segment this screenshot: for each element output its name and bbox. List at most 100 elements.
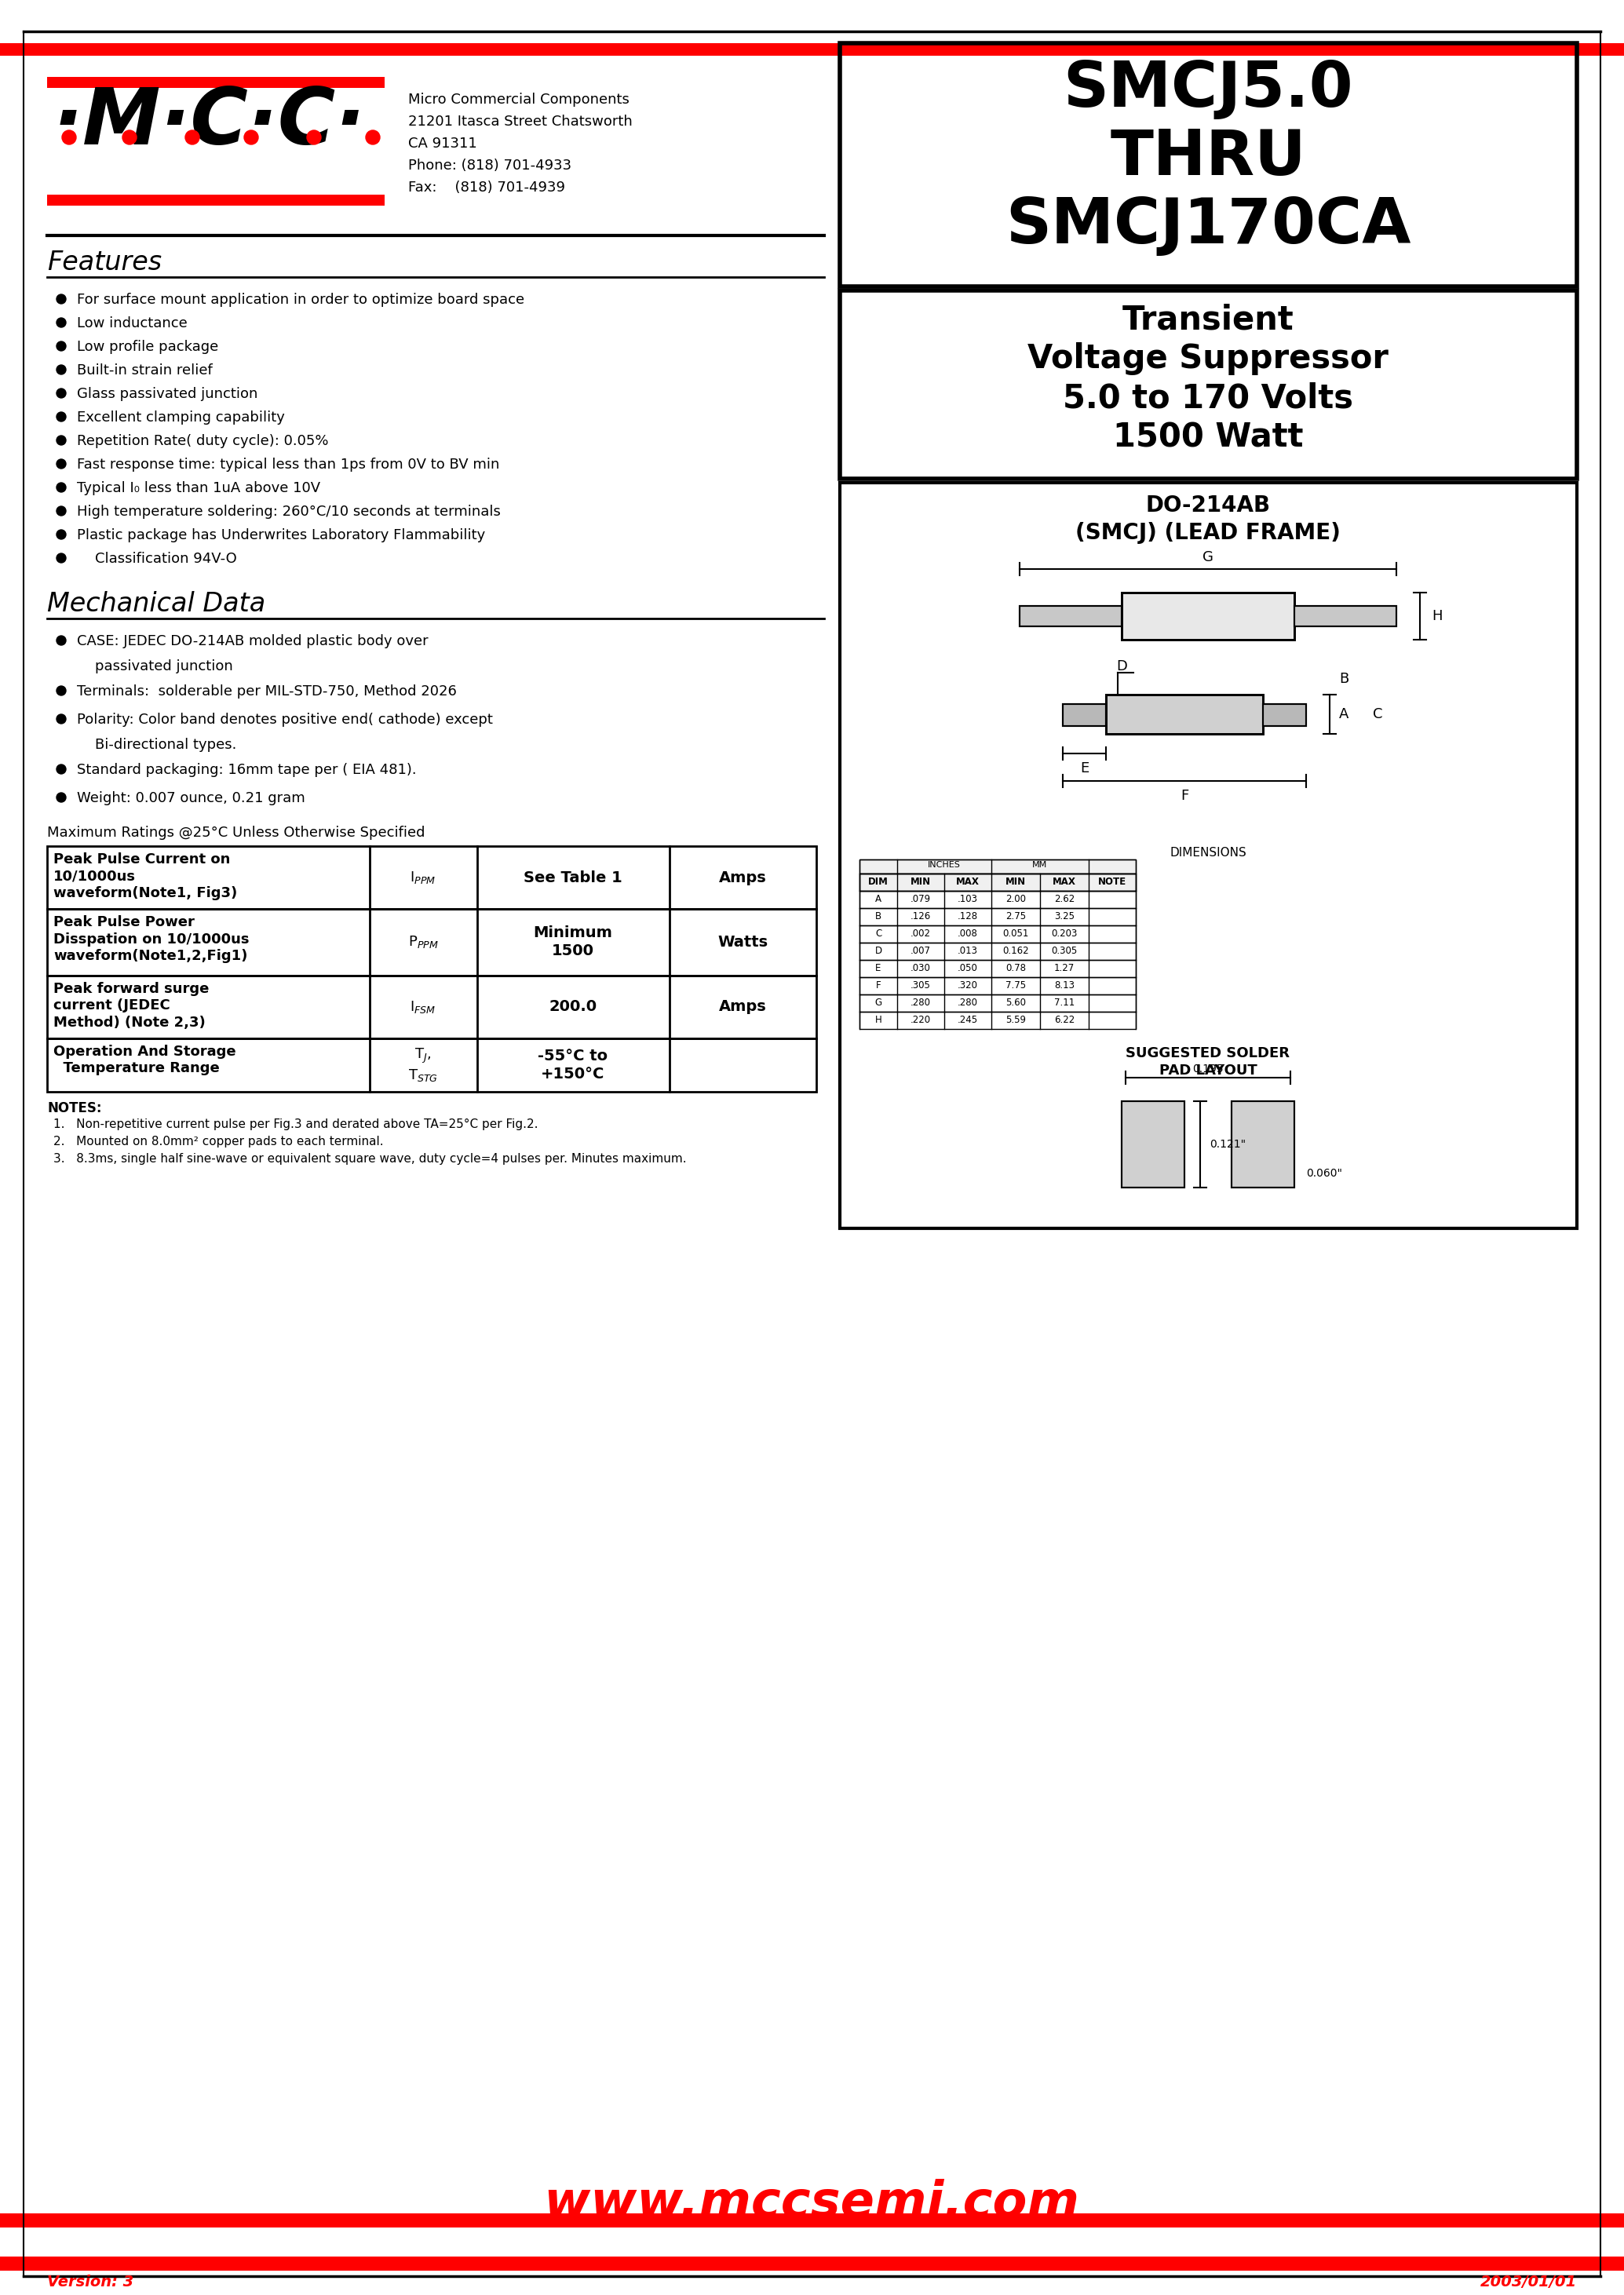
Bar	[47, 909, 817, 975]
Bar	[859, 1012, 1135, 1028]
Text: NOTE: NOTE	[1098, 877, 1127, 886]
Text: 6.22: 6.22	[1054, 1014, 1075, 1026]
Text: Weight: 0.007 ounce, 0.21 gram: Weight: 0.007 ounce, 0.21 gram	[76, 792, 305, 806]
Text: 2.62: 2.62	[1054, 895, 1075, 904]
Bar	[859, 909, 1135, 925]
Text: C: C	[875, 929, 882, 939]
Text: NOTES:: NOTES:	[47, 1102, 102, 1115]
Text: .030: .030	[911, 964, 931, 973]
Bar	[1122, 592, 1294, 640]
Text: Peak forward surge
current (JEDEC
Method) (Note 2,3): Peak forward surge current (JEDEC Method…	[54, 982, 209, 1030]
Bar	[859, 959, 1135, 978]
Text: Built-in strain relief: Built-in strain relief	[76, 363, 213, 379]
Bar	[1263, 705, 1306, 725]
Text: F: F	[875, 980, 880, 991]
Text: 0.195: 0.195	[1192, 1063, 1223, 1074]
Text: 3.25: 3.25	[1054, 911, 1075, 923]
Bar	[1106, 695, 1263, 734]
Circle shape	[244, 131, 258, 145]
Text: 7.11: 7.11	[1054, 998, 1075, 1008]
Bar	[859, 925, 1135, 943]
Text: Polarity: Color band denotes positive end( cathode) except: Polarity: Color band denotes positive en…	[76, 714, 492, 728]
Bar	[859, 858, 1135, 874]
Text: C: C	[1372, 707, 1382, 721]
Text: D: D	[875, 946, 882, 957]
Bar	[0, 2212, 1624, 2228]
Text: 0.162: 0.162	[1002, 946, 1030, 957]
Text: .079: .079	[911, 895, 931, 904]
Circle shape	[57, 388, 67, 397]
Circle shape	[57, 413, 67, 422]
Circle shape	[365, 131, 380, 145]
Text: INCHES: INCHES	[927, 861, 961, 870]
Text: Excellent clamping capability: Excellent clamping capability	[76, 411, 284, 425]
Text: 0.051: 0.051	[1002, 929, 1028, 939]
Text: I$_{PPM}$: I$_{PPM}$	[409, 870, 437, 886]
Text: Micro Commercial Components: Micro Commercial Components	[408, 92, 630, 108]
Text: Fast response time: typical less than 1ps from 0V to BV min: Fast response time: typical less than 1p…	[76, 457, 500, 473]
Bar	[1062, 705, 1106, 725]
Bar	[1020, 606, 1122, 627]
Bar	[1263, 705, 1306, 725]
Text: High temperature soldering: 260°C/10 seconds at terminals: High temperature soldering: 260°C/10 sec…	[76, 505, 500, 519]
Text: Typical I₀ less than 1uA above 10V: Typical I₀ less than 1uA above 10V	[76, 482, 320, 496]
Text: 1.   Non-repetitive current pulse per Fig.3 and derated above TA=25°C per Fig.2.: 1. Non-repetitive current pulse per Fig.…	[54, 1118, 538, 1129]
Bar	[859, 874, 1135, 890]
Text: CA 91311: CA 91311	[408, 138, 477, 151]
Text: MM: MM	[1033, 861, 1047, 870]
Bar	[840, 482, 1577, 1228]
Text: A: A	[1340, 707, 1350, 721]
Text: P$_{PPM}$: P$_{PPM}$	[408, 934, 438, 950]
Text: .013: .013	[958, 946, 978, 957]
Circle shape	[57, 294, 67, 303]
Text: 2.75: 2.75	[1005, 911, 1026, 923]
Text: E: E	[1080, 762, 1090, 776]
Text: Minimum
1500: Minimum 1500	[533, 925, 612, 959]
Bar	[859, 890, 1135, 909]
Bar	[1231, 1102, 1294, 1187]
Bar	[47, 1037, 817, 1092]
Circle shape	[57, 365, 67, 374]
Circle shape	[57, 636, 67, 645]
Text: 21201 Itasca Street Chatsworth: 21201 Itasca Street Chatsworth	[408, 115, 632, 129]
Bar	[47, 195, 385, 207]
Text: 0.060": 0.060"	[1306, 1168, 1341, 1180]
Text: -55°C to
+150°C: -55°C to +150°C	[538, 1049, 607, 1081]
Text: G: G	[1202, 551, 1213, 565]
Bar	[840, 44, 1577, 287]
Text: .126: .126	[911, 911, 931, 923]
Circle shape	[57, 553, 67, 562]
Circle shape	[57, 436, 67, 445]
Text: CASE: JEDEC DO-214AB molded plastic body over: CASE: JEDEC DO-214AB molded plastic body…	[76, 633, 429, 647]
Text: I$_{FSM}$: I$_{FSM}$	[409, 998, 437, 1014]
Circle shape	[122, 131, 136, 145]
Circle shape	[57, 714, 67, 723]
Text: www.mccsemi.com: www.mccsemi.com	[526, 2178, 1096, 2228]
Text: 2003/01/01: 2003/01/01	[1479, 2274, 1577, 2290]
Text: .220: .220	[911, 1014, 931, 1026]
Bar	[859, 874, 1135, 890]
Text: E: E	[875, 964, 882, 973]
Text: MIN: MIN	[1005, 877, 1026, 886]
Text: Phone: (818) 701-4933: Phone: (818) 701-4933	[408, 158, 572, 172]
Text: .008: .008	[958, 929, 978, 939]
Bar	[1020, 606, 1122, 627]
Text: .002: .002	[911, 929, 931, 939]
Text: Amps: Amps	[719, 870, 767, 886]
Circle shape	[57, 342, 67, 351]
Bar	[1122, 1102, 1184, 1187]
Text: See Table 1: See Table 1	[523, 870, 622, 886]
Text: passivated junction: passivated junction	[76, 659, 232, 672]
Bar	[1062, 705, 1106, 725]
Text: Glass passivated junction: Glass passivated junction	[76, 388, 258, 402]
Bar	[1106, 695, 1263, 734]
Text: 2.00: 2.00	[1005, 895, 1026, 904]
Text: Standard packaging: 16mm tape per ( EIA 481).: Standard packaging: 16mm tape per ( EIA …	[76, 762, 416, 778]
Bar	[859, 858, 1135, 874]
Text: H: H	[1432, 608, 1442, 624]
Text: Peak Pulse Current on
10/1000us
waveform(Note1, Fig3): Peak Pulse Current on 10/1000us waveform…	[54, 851, 237, 900]
Text: .305: .305	[911, 980, 931, 991]
Bar	[47, 847, 817, 909]
Text: B: B	[875, 911, 882, 923]
Bar	[47, 78, 385, 87]
